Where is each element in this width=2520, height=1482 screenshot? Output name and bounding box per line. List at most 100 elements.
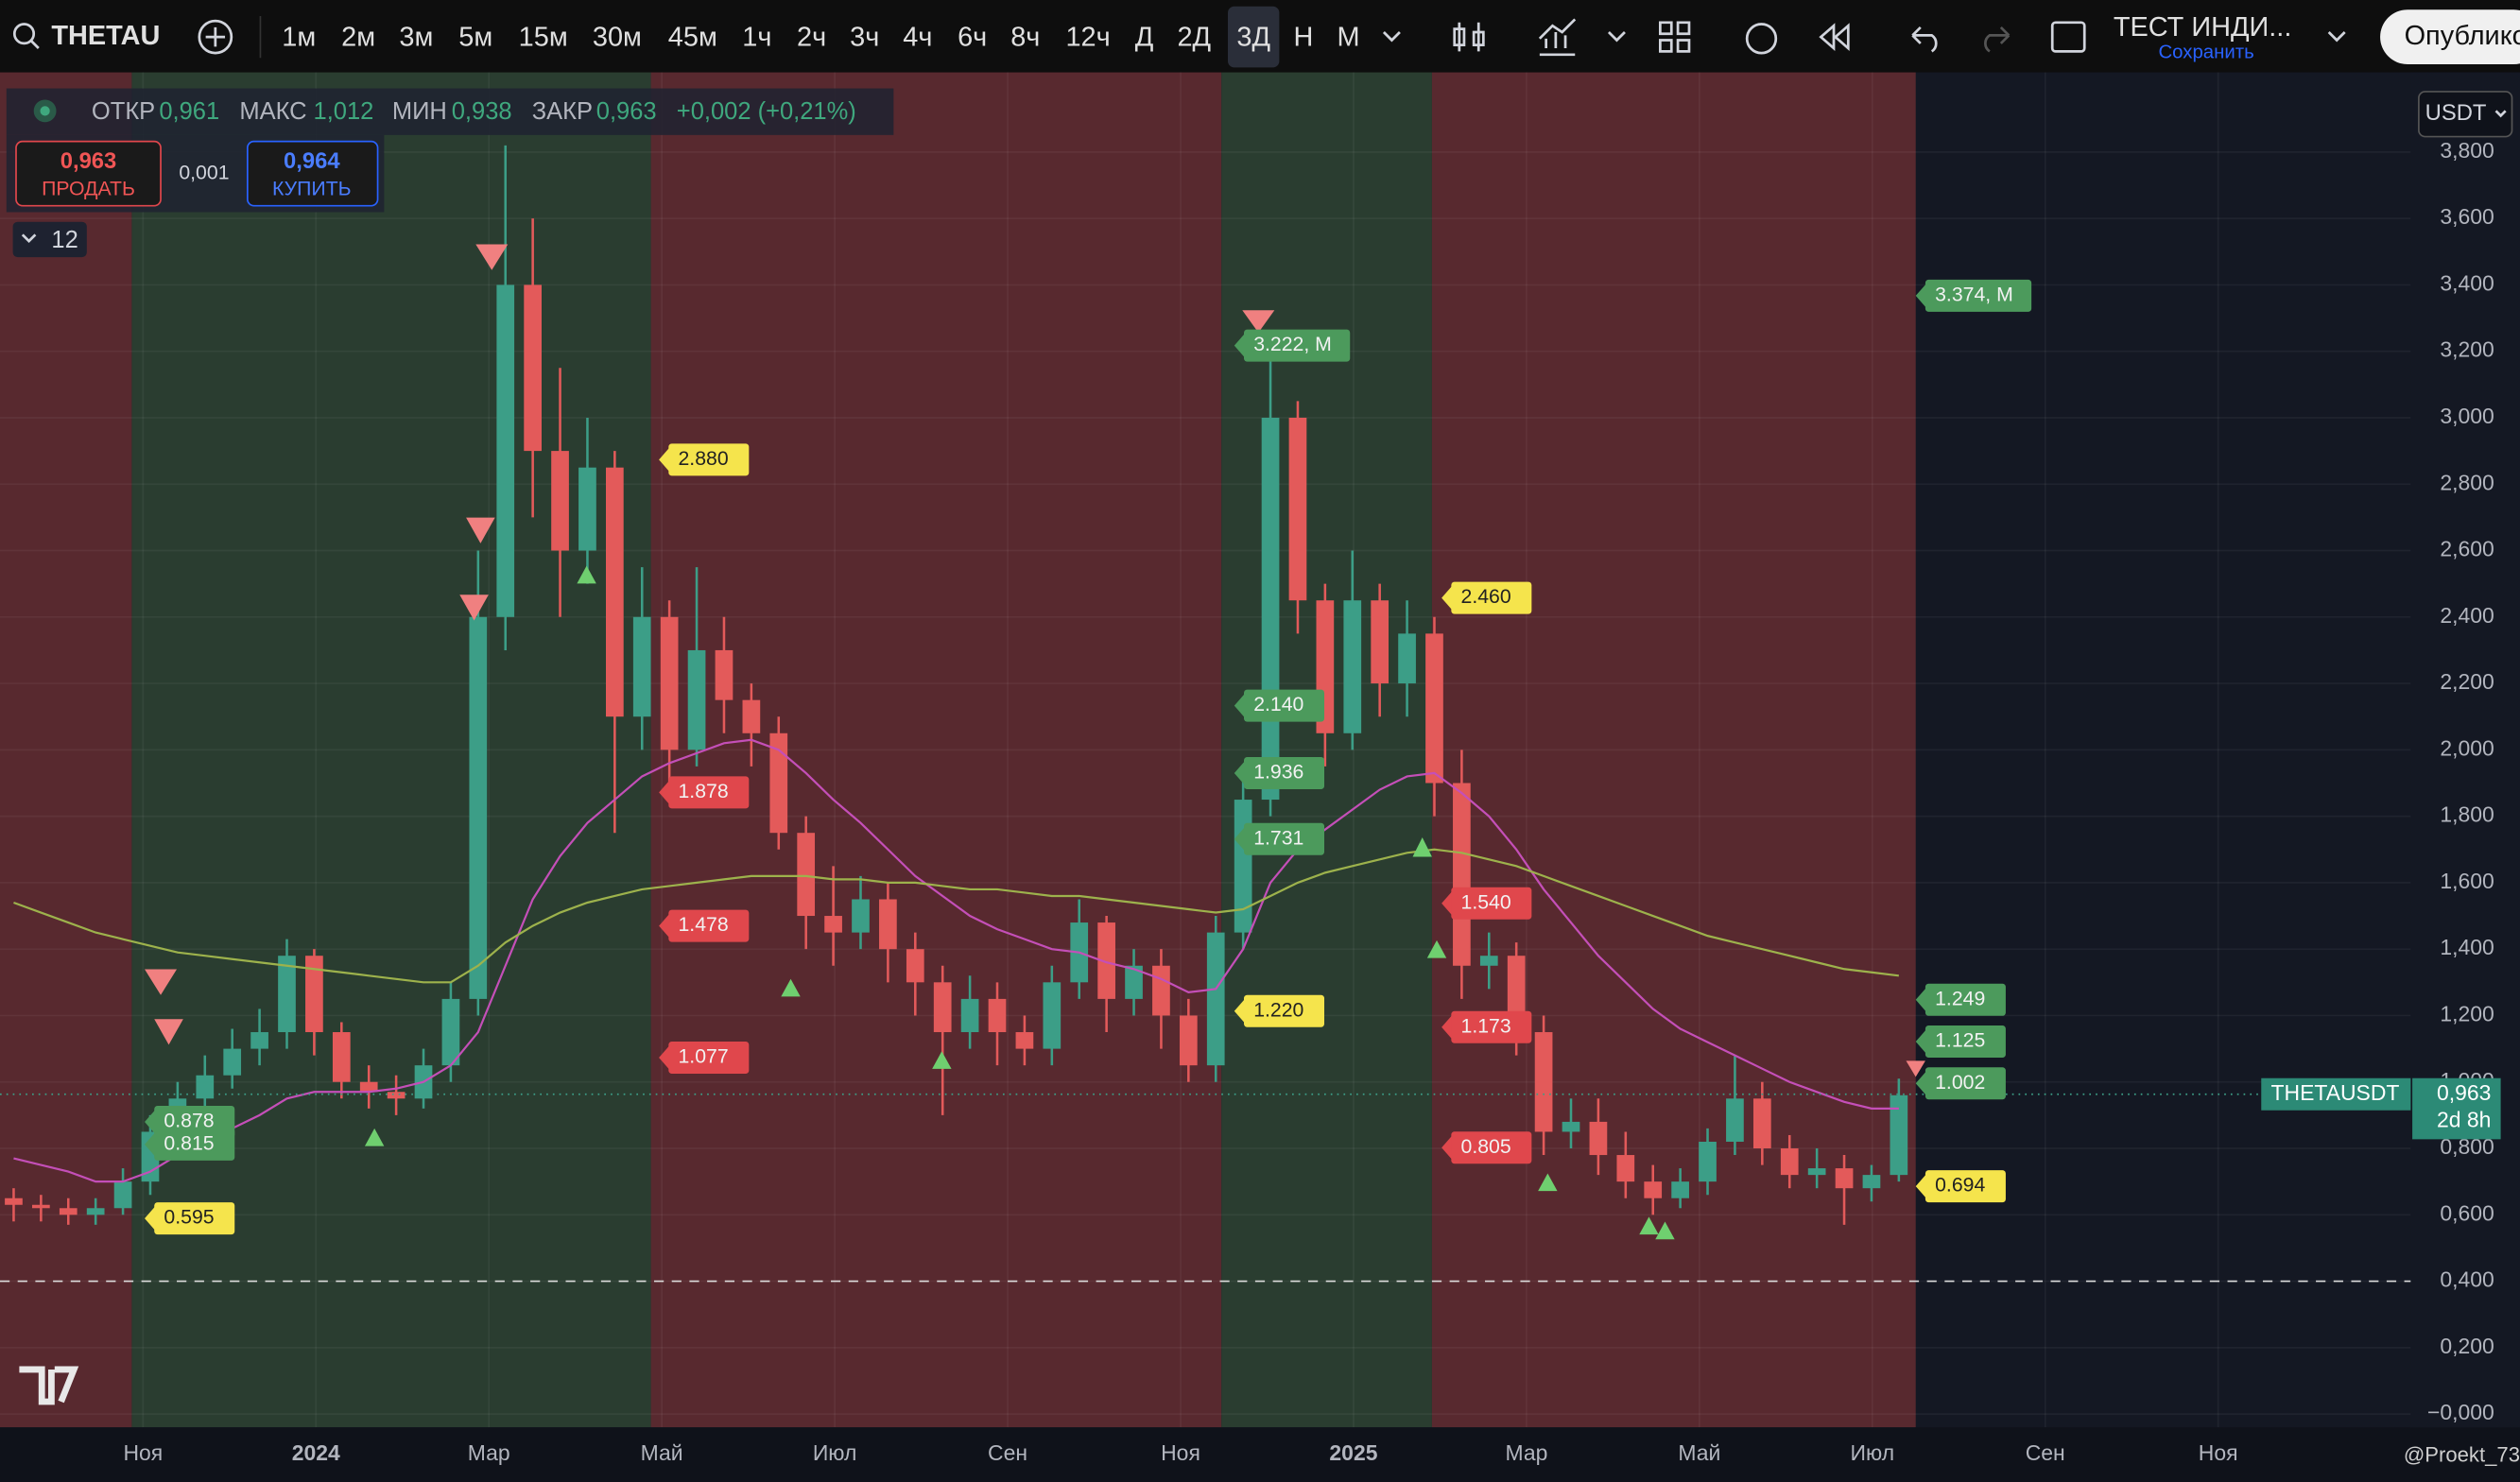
interval-button[interactable]: 1м — [282, 22, 316, 52]
intervals-dropdown[interactable] — [1382, 31, 1401, 43]
candle-body — [906, 949, 924, 983]
interval-button[interactable]: 2м — [341, 22, 375, 52]
interval-button[interactable]: 2ч — [797, 22, 826, 52]
candle-body — [933, 982, 952, 1033]
sell-marker — [1242, 310, 1275, 334]
zone-green — [131, 72, 651, 1428]
save-link[interactable]: Сохранить — [2158, 43, 2253, 63]
y-tick-label: 1,200 — [2440, 1002, 2494, 1026]
publish-button[interactable] — [2380, 9, 2520, 65]
redo-button[interactable] — [1984, 26, 2011, 53]
buy-price[interactable]: 0,964 — [284, 148, 340, 174]
annotation-pointer — [145, 1109, 156, 1135]
legend-value: 0,961 — [159, 98, 219, 125]
currency-button[interactable] — [2418, 91, 2513, 138]
interval-button[interactable]: 3Д — [1236, 22, 1270, 52]
zone-red — [1431, 72, 1916, 1428]
candle-body — [1152, 965, 1170, 1016]
sell-button[interactable] — [15, 140, 162, 207]
interval-button[interactable]: 6ч — [958, 22, 987, 52]
annotation-box — [1451, 887, 1532, 920]
annotation-pointer — [1915, 1173, 1927, 1199]
interval-button[interactable]: 3м — [399, 22, 433, 52]
replay-button[interactable] — [1819, 23, 1850, 52]
sell-marker — [145, 969, 178, 995]
buy-marker — [1412, 837, 1432, 857]
annotation-box — [1243, 689, 1325, 722]
fullscreen-button[interactable] — [2050, 21, 2086, 53]
buy-button[interactable] — [246, 140, 379, 207]
annotation-pointer — [1915, 987, 1927, 1013]
symbol-search[interactable]: THETAU — [12, 21, 160, 51]
layout-button[interactable] — [1659, 21, 1691, 53]
annotation-box — [1243, 329, 1351, 362]
chart-type-button[interactable] — [1453, 22, 1485, 52]
candle-body — [305, 956, 323, 1033]
candle-body — [469, 616, 488, 999]
indicators-count[interactable]: 12 — [51, 227, 78, 253]
interval-button[interactable]: 5м — [458, 22, 492, 52]
x-tick-label: Мар — [468, 1440, 510, 1465]
add-symbol-button[interactable] — [198, 19, 233, 55]
annotation-box — [1925, 1025, 2006, 1059]
interval-selected[interactable] — [1227, 6, 1280, 68]
interval-button[interactable]: 30м — [593, 22, 642, 52]
annotation-box — [1925, 1067, 2006, 1100]
interval-button[interactable]: 2Д — [1177, 22, 1211, 52]
interval-button[interactable]: Д — [1135, 22, 1154, 52]
interval-button[interactable]: 8ч — [1010, 22, 1040, 52]
sell-marker — [154, 1019, 183, 1045]
publish-label[interactable]: Опублико — [2405, 21, 2520, 51]
buy-label[interactable]: КУПИТЬ — [272, 177, 352, 199]
layout-dropdown[interactable] — [2327, 31, 2346, 43]
indicators-toggle[interactable] — [12, 221, 87, 258]
interval-button[interactable]: 4ч — [903, 22, 932, 52]
legend-label: МИН — [392, 98, 447, 125]
legend-label: ОТКР — [92, 98, 155, 125]
layout-name[interactable]: ТЕСТ ИНДИ... — [2114, 12, 2292, 43]
interval-button[interactable]: 12ч — [1065, 22, 1110, 52]
interval-button[interactable]: 15м — [519, 22, 568, 52]
candle-body — [1343, 600, 1362, 733]
interval-button[interactable]: 45м — [668, 22, 717, 52]
legend-value: 1,012 — [314, 98, 374, 125]
annotation-pointer — [1234, 333, 1246, 359]
candle-body — [1644, 1181, 1663, 1198]
annotation-box — [1925, 983, 2006, 1016]
candle-body — [1780, 1148, 1799, 1176]
candle-body — [1726, 1098, 1744, 1142]
candle-body — [1043, 982, 1062, 1049]
annotation-label: 1.125 — [1935, 1029, 1985, 1052]
annotation-label: 1.936 — [1253, 761, 1303, 784]
price-axis — [2410, 72, 2520, 1428]
sell-label[interactable]: ПРОДАТЬ — [42, 177, 135, 199]
candle-body — [1562, 1121, 1580, 1132]
undo-button[interactable] — [1911, 26, 1938, 53]
symbol[interactable]: THETAU — [51, 21, 160, 51]
candle-body — [687, 649, 706, 750]
y-tick-label: 0,400 — [2440, 1267, 2494, 1292]
interval-button[interactable]: М — [1337, 22, 1359, 52]
candle-body — [1534, 1032, 1553, 1132]
buy-marker — [1426, 939, 1447, 958]
alert-button[interactable] — [1745, 23, 1778, 55]
annotation-pointer — [1915, 1070, 1927, 1096]
interval-button[interactable]: Н — [1293, 22, 1313, 52]
y-tick-label: 2,000 — [2440, 735, 2494, 760]
currency[interactable]: USDT — [2425, 100, 2487, 126]
interval-button[interactable]: 1ч — [742, 22, 771, 52]
candle-body — [632, 616, 651, 717]
annotation-box — [1243, 822, 1325, 855]
indicators-dropdown[interactable] — [1607, 31, 1626, 43]
sell-price[interactable]: 0,963 — [60, 148, 117, 174]
price-tag — [2412, 1077, 2501, 1140]
candle-body — [1015, 1032, 1034, 1049]
buy-marker — [932, 1051, 952, 1069]
indicators-button[interactable] — [1538, 18, 1577, 57]
candle-body — [1371, 600, 1389, 684]
indicator-zones — [0, 72, 1916, 1428]
candle-body — [1589, 1121, 1608, 1156]
annotation-box — [1925, 279, 2032, 312]
interval-button[interactable]: 3ч — [850, 22, 879, 52]
annotation-label: 1.540 — [1461, 890, 1511, 913]
